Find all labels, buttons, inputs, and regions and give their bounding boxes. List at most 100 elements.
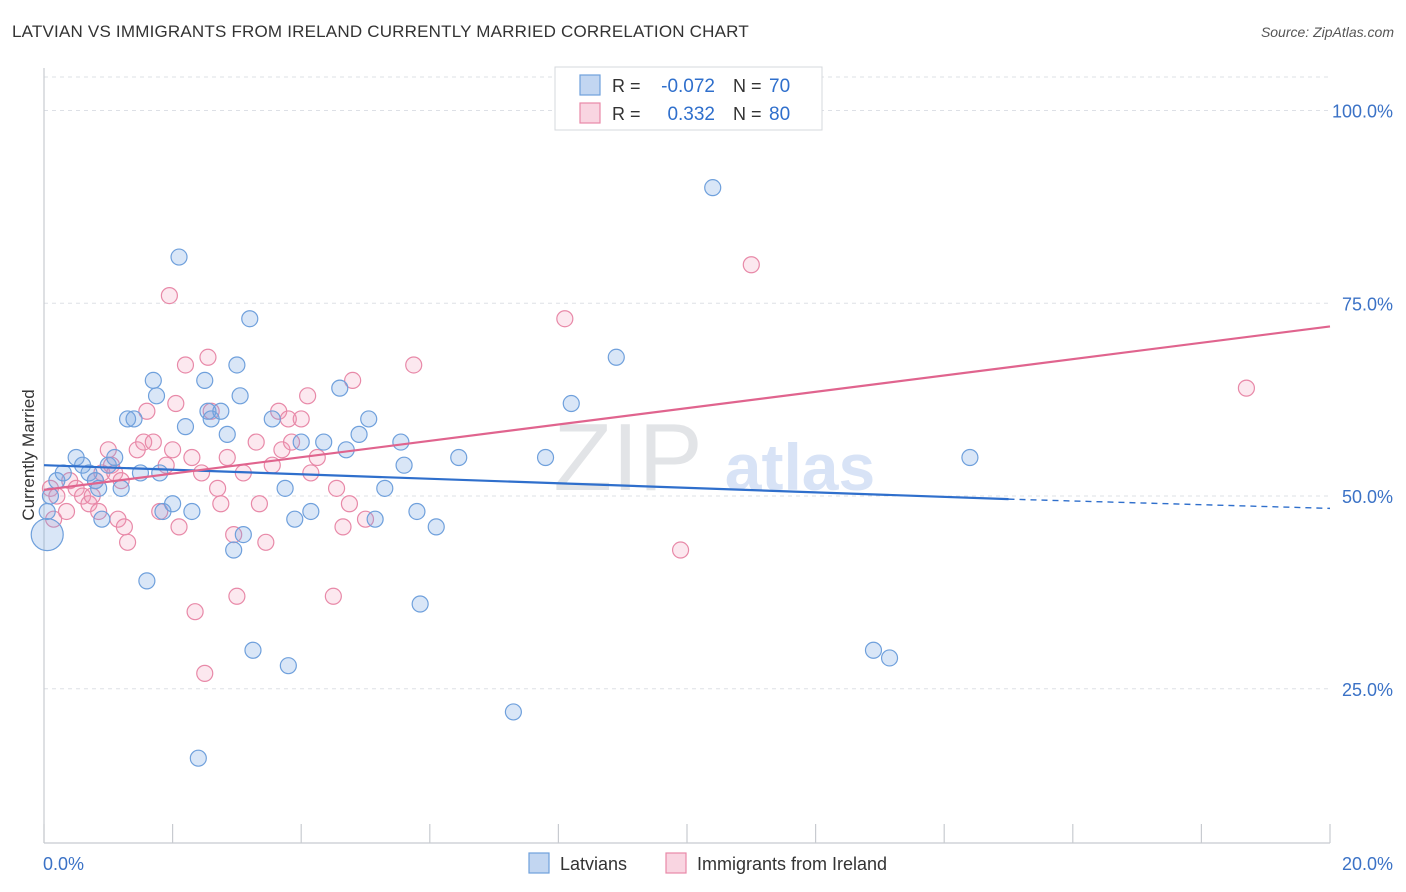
- data-point-ireland: [192, 464, 211, 482]
- trend-line-ireland: [43, 325, 1331, 491]
- stats-n-value-blue: 70: [769, 76, 790, 97]
- data-point-latvians: [263, 410, 281, 428]
- data-point-latvians: [234, 525, 252, 544]
- data-point-latvians: [450, 448, 468, 467]
- data-point-ireland: [138, 402, 156, 420]
- stats-r-value-blue: -0.072: [661, 76, 715, 97]
- stats-swatch-blue: [579, 74, 601, 96]
- data-point-latvians: [196, 371, 214, 389]
- watermark-zip: ZIP: [553, 404, 702, 511]
- data-point-latvians: [170, 248, 188, 266]
- data-point-latvians: [607, 348, 625, 366]
- data-point-ireland: [57, 502, 76, 521]
- axes: 100.0% 75.0% 50.0% 25.0% 0.0% 20.0%: [43, 68, 1393, 874]
- data-point-ireland: [218, 448, 236, 467]
- data-point-latvians: [315, 433, 333, 451]
- stats-n-value-pink: 80: [769, 104, 790, 125]
- legend-label-ireland: Immigrants from Ireland: [697, 854, 887, 874]
- data-point-ireland: [209, 479, 227, 497]
- data-point-latvians: [112, 479, 130, 497]
- data-point-ireland: [324, 587, 342, 605]
- data-point-latvians: [427, 518, 445, 536]
- data-point-latvians: [241, 310, 259, 328]
- data-point-latvians: [144, 371, 162, 389]
- data-point-latvians: [231, 387, 249, 405]
- data-point-latvians: [411, 595, 429, 613]
- data-point-ireland: [176, 356, 195, 374]
- data-point-latvians: [704, 179, 722, 197]
- data-point-ireland: [405, 356, 423, 374]
- data-point-ireland: [308, 448, 326, 467]
- stats-r-value-pink: 0.332: [667, 104, 715, 125]
- data-point-ireland: [167, 394, 185, 413]
- data-point-ireland: [299, 387, 317, 405]
- data-point-latvians: [164, 495, 182, 513]
- series-latvians: [30, 179, 979, 767]
- data-point-ireland: [199, 348, 217, 366]
- stats-r-label: R =: [612, 104, 641, 124]
- data-point-latvians: [350, 425, 368, 443]
- data-point-latvians: [138, 572, 156, 590]
- data-point-latvians: [504, 703, 522, 721]
- data-point-latvians: [93, 510, 111, 528]
- data-point-latvians: [562, 394, 580, 413]
- data-point-ireland: [282, 433, 301, 451]
- data-point-latvians: [54, 464, 72, 482]
- legend-label-latvians: Latvians: [560, 854, 627, 874]
- data-point-latvians: [125, 410, 143, 428]
- y-tick-label: 75.0%: [1342, 294, 1393, 314]
- trend-line-latvians-extension: [1008, 498, 1331, 510]
- data-point-ireland: [170, 518, 188, 536]
- data-point-latvians: [286, 510, 304, 528]
- legend-swatch-latvians: [528, 852, 550, 874]
- data-point-latvians: [118, 410, 137, 428]
- y-tick-label: 100.0%: [1332, 102, 1393, 122]
- data-point-ireland: [556, 310, 574, 328]
- data-point-latvians: [360, 410, 378, 428]
- data-point-ireland: [344, 371, 362, 389]
- data-point-ireland: [250, 495, 269, 513]
- stats-swatch-pink: [579, 102, 601, 124]
- data-point-latvians: [183, 502, 201, 521]
- data-point-ireland: [164, 441, 182, 459]
- data-point-latvians: [244, 641, 262, 659]
- data-point-latvians: [376, 479, 394, 497]
- data-point-ireland: [340, 495, 359, 513]
- data-point-ireland: [247, 433, 265, 451]
- data-point-ireland: [186, 603, 204, 621]
- data-point-ireland: [334, 518, 352, 536]
- data-point-ireland: [1237, 379, 1256, 397]
- data-point-ireland: [356, 510, 375, 528]
- data-point-latvians: [189, 749, 207, 767]
- data-point-latvians: [366, 510, 384, 528]
- data-point-ireland: [671, 541, 690, 559]
- data-point-latvians: [279, 657, 297, 675]
- trend-lines: [43, 325, 1331, 510]
- chart-title: LATVIAN VS IMMIGRANTS FROM IRELAND CURRE…: [12, 22, 749, 41]
- data-point-ireland: [212, 495, 230, 513]
- data-point-latvians: [292, 433, 310, 451]
- data-point-ireland: [118, 533, 137, 551]
- y-tick-label: 50.0%: [1342, 487, 1393, 507]
- data-point-ireland: [196, 664, 214, 682]
- data-point-latvians: [961, 448, 979, 467]
- x-tick-label: 20.0%: [1342, 854, 1393, 874]
- data-point-ireland: [183, 448, 201, 467]
- data-point-ireland: [228, 587, 246, 605]
- data-point-latvians: [30, 517, 64, 552]
- data-point-ireland: [292, 410, 310, 428]
- data-point-latvians: [392, 433, 410, 451]
- bottom-legend: Latvians Immigrants from Ireland: [528, 852, 887, 874]
- data-point-latvians: [536, 448, 555, 467]
- data-point-latvians: [880, 649, 899, 667]
- data-point-latvians: [302, 502, 320, 521]
- stats-r-label: R =: [612, 76, 641, 96]
- data-point-latvians: [408, 502, 426, 521]
- y-axis-label: Currently Married: [19, 389, 38, 520]
- data-point-latvians: [38, 502, 56, 521]
- data-point-latvians: [212, 402, 230, 420]
- legend-swatch-ireland: [665, 852, 687, 874]
- data-point-ireland: [135, 433, 153, 451]
- data-point-ireland: [144, 433, 162, 451]
